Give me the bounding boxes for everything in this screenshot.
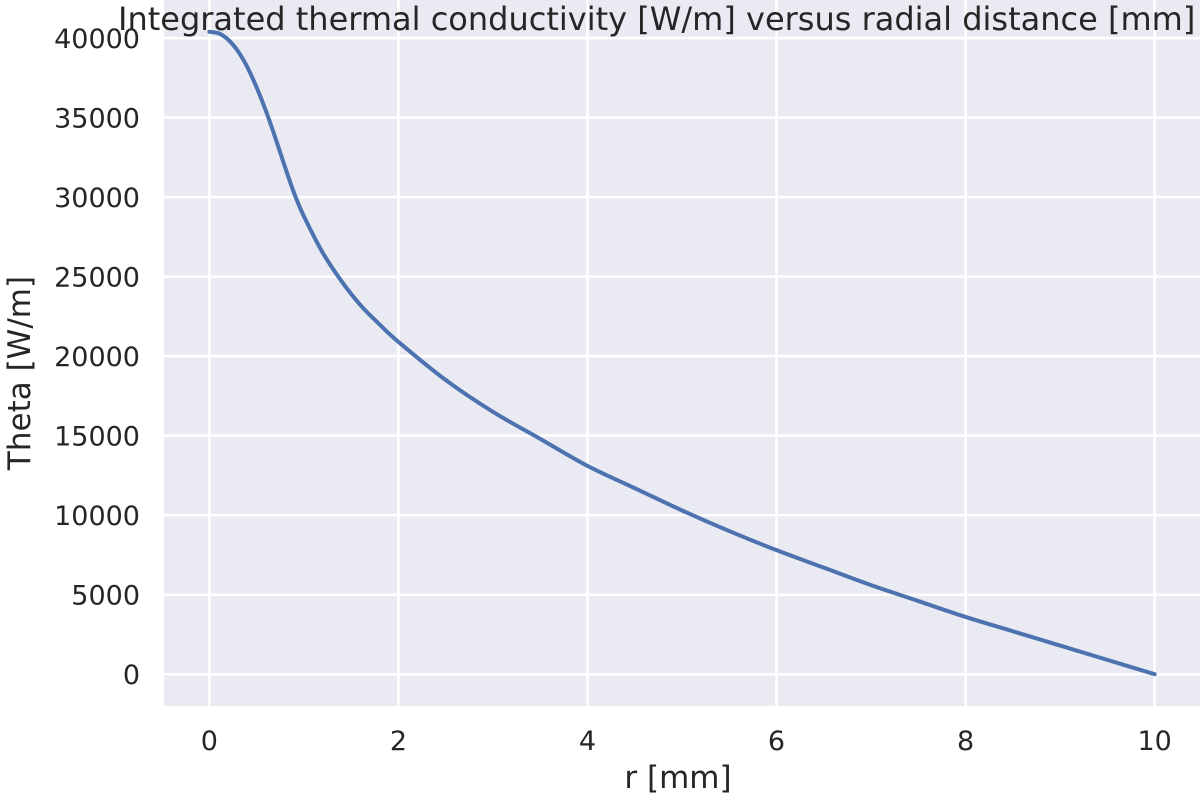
y-axis-label: Theta [W/m] <box>2 276 38 471</box>
x-tick-label: 2 <box>390 726 407 757</box>
x-tick-label: 10 <box>1137 726 1171 757</box>
x-axis-label: r [mm] <box>624 760 731 796</box>
series-line <box>207 29 1157 677</box>
x-tick-label: 0 <box>201 726 218 757</box>
tick-labels: 0 2 4 6 8 10 0 5000 10000 15000 20000 25000 30000 350… <box>54 24 1172 757</box>
y-tick-label: 25000 <box>54 263 140 294</box>
chart-title: Integrated thermal conductivity [W/m] ve… <box>118 0 1195 38</box>
plot-background <box>164 0 1200 706</box>
y-tick-label: 30000 <box>54 183 140 214</box>
y-tick-label: 0 <box>123 660 140 691</box>
y-tick-label: 5000 <box>71 581 140 612</box>
y-tick-label: 15000 <box>54 422 140 453</box>
y-tick-label: 35000 <box>54 104 140 135</box>
y-tick-label: 20000 <box>54 342 140 373</box>
x-tick-label: 6 <box>768 726 785 757</box>
y-tick-label: 10000 <box>54 501 140 532</box>
x-tick-label: 8 <box>957 726 974 757</box>
y-tick-label: 40000 <box>54 24 140 55</box>
series-layer <box>207 29 1157 677</box>
x-tick-label: 4 <box>579 726 596 757</box>
